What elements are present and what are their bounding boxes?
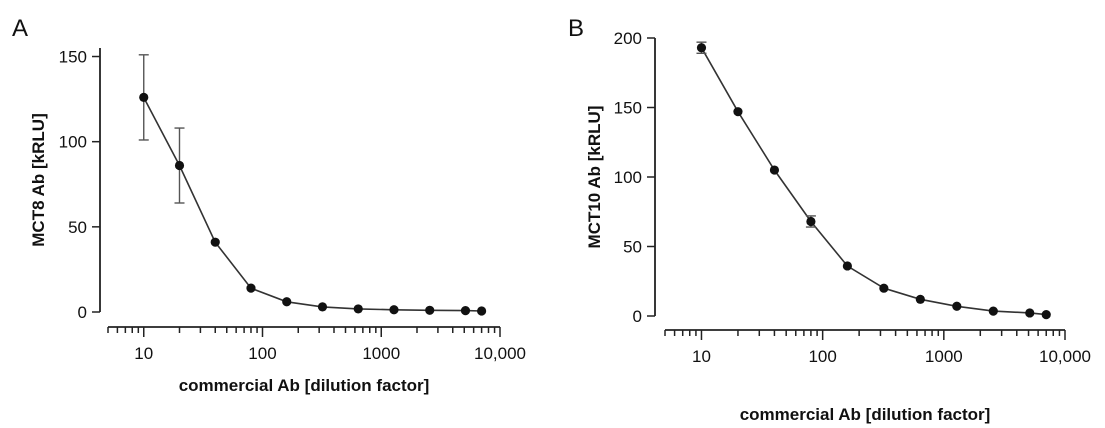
c0-data-point xyxy=(282,297,292,307)
c0-data-point xyxy=(425,305,435,315)
chart-b: 0 50 100 150 200 10 100 1000 10,000 commercial Ab… xyxy=(585,29,1091,424)
c0-x-tick-label: 1000 xyxy=(362,344,400,363)
c0-x-tick-label: 10,000 xyxy=(474,344,526,363)
c0-data-point xyxy=(317,302,328,312)
c1-data-point xyxy=(1041,310,1051,320)
c1-y-tick-label: 150 xyxy=(614,99,642,118)
c1-data-point xyxy=(769,165,780,175)
c1-x-tick-label: 100 xyxy=(808,347,836,366)
c0-y-tick-label: 100 xyxy=(59,133,87,152)
c0-x-tick-label: 10 xyxy=(134,344,153,363)
c0-data-point xyxy=(139,92,149,102)
c0-y-tick-label: 150 xyxy=(59,48,87,67)
c0-data-point xyxy=(477,306,487,316)
c1-y-axis-title: MCT10 Ab [kRLU] xyxy=(585,106,604,249)
c1-data-point xyxy=(988,306,998,316)
c1-y-tick-label: 50 xyxy=(623,238,642,257)
c0-y-axis-title: MCT8 Ab [kRLU] xyxy=(29,113,48,246)
c1-data-point xyxy=(842,261,852,271)
c1-data-point xyxy=(952,301,962,311)
c0-data-point xyxy=(246,283,256,293)
c1-x-tick-label: 10 xyxy=(692,347,711,366)
c0-x-tick-label: 100 xyxy=(248,344,276,363)
c0-data-point xyxy=(210,237,220,247)
c1-data-point xyxy=(733,107,743,117)
c1-x-tick-label: 10,000 xyxy=(1039,347,1091,366)
c0-y-tick-label: 0 xyxy=(78,303,87,322)
panel-label-b: B xyxy=(568,15,584,42)
c1-data-point xyxy=(879,283,889,293)
c0-x-axis-title: commercial Ab [dilution factor] xyxy=(179,376,430,395)
c0-data-point xyxy=(460,306,471,316)
c1-data-point xyxy=(806,216,816,227)
panel-label-a: A xyxy=(12,15,28,42)
c1-data-point xyxy=(696,43,707,53)
c1-data-point xyxy=(1025,308,1035,318)
c0-y-tick-label: 50 xyxy=(68,218,87,237)
c1-x-axis-title: commercial Ab [dilution factor] xyxy=(740,405,991,424)
c1-y-tick-label: 0 xyxy=(633,307,642,326)
c1-series-line xyxy=(700,47,1047,316)
chart-a: 0 50 100 150 10 100 1000 10,000 commercial Ab [d… xyxy=(29,48,526,395)
c0-series-line xyxy=(142,97,482,312)
c1-y-tick-label: 200 xyxy=(614,29,642,48)
c0-data-point xyxy=(174,160,185,171)
c0-data-point xyxy=(353,304,363,314)
c1-y-tick-label: 100 xyxy=(614,168,642,187)
c1-data-point xyxy=(915,294,925,304)
c1-x-tick-label: 1000 xyxy=(925,347,963,366)
c0-data-point xyxy=(389,305,399,315)
